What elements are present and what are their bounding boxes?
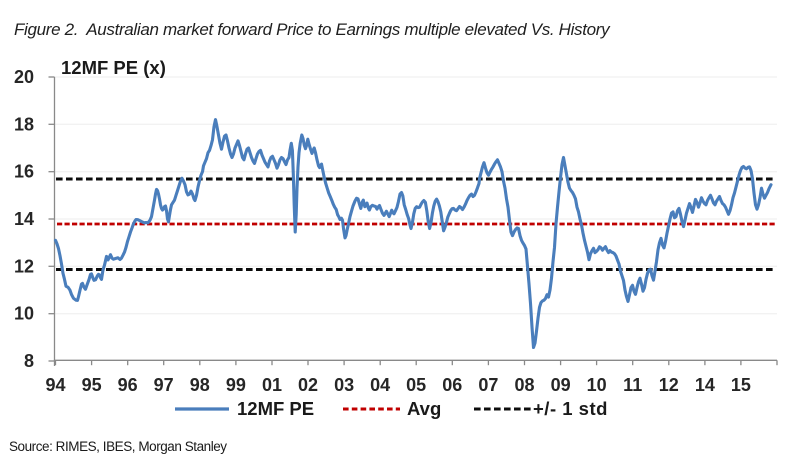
svg-text:10: 10 [587, 375, 607, 395]
svg-text:10: 10 [14, 304, 34, 324]
svg-text:Avg: Avg [407, 398, 441, 419]
svg-text:15: 15 [731, 375, 751, 395]
svg-text:16: 16 [14, 162, 34, 182]
svg-text:08: 08 [514, 375, 534, 395]
svg-text:97: 97 [154, 375, 174, 395]
svg-text:8: 8 [24, 351, 34, 371]
svg-text:12: 12 [14, 256, 34, 276]
svg-text:14: 14 [695, 375, 715, 395]
svg-text:06: 06 [442, 375, 462, 395]
svg-text:12MF PE: 12MF PE [237, 398, 314, 419]
svg-text:18: 18 [14, 114, 34, 134]
svg-text:99: 99 [226, 375, 246, 395]
svg-text:11: 11 [623, 375, 642, 395]
svg-text:01: 01 [262, 375, 282, 395]
svg-text:12: 12 [659, 375, 679, 395]
svg-text:05: 05 [406, 375, 426, 395]
svg-text:95: 95 [82, 375, 102, 395]
svg-text:94: 94 [45, 375, 65, 395]
svg-text:12MF PE (x): 12MF PE (x) [61, 57, 166, 78]
svg-text:+/- 1 std: +/- 1 std [533, 398, 608, 419]
svg-text:07: 07 [478, 375, 498, 395]
svg-text:02: 02 [298, 375, 318, 395]
svg-text:96: 96 [118, 375, 138, 395]
svg-text:98: 98 [190, 375, 210, 395]
svg-text:09: 09 [551, 375, 571, 395]
svg-text:03: 03 [334, 375, 354, 395]
svg-text:14: 14 [14, 209, 34, 229]
svg-text:20: 20 [14, 67, 34, 87]
svg-text:04: 04 [370, 375, 390, 395]
